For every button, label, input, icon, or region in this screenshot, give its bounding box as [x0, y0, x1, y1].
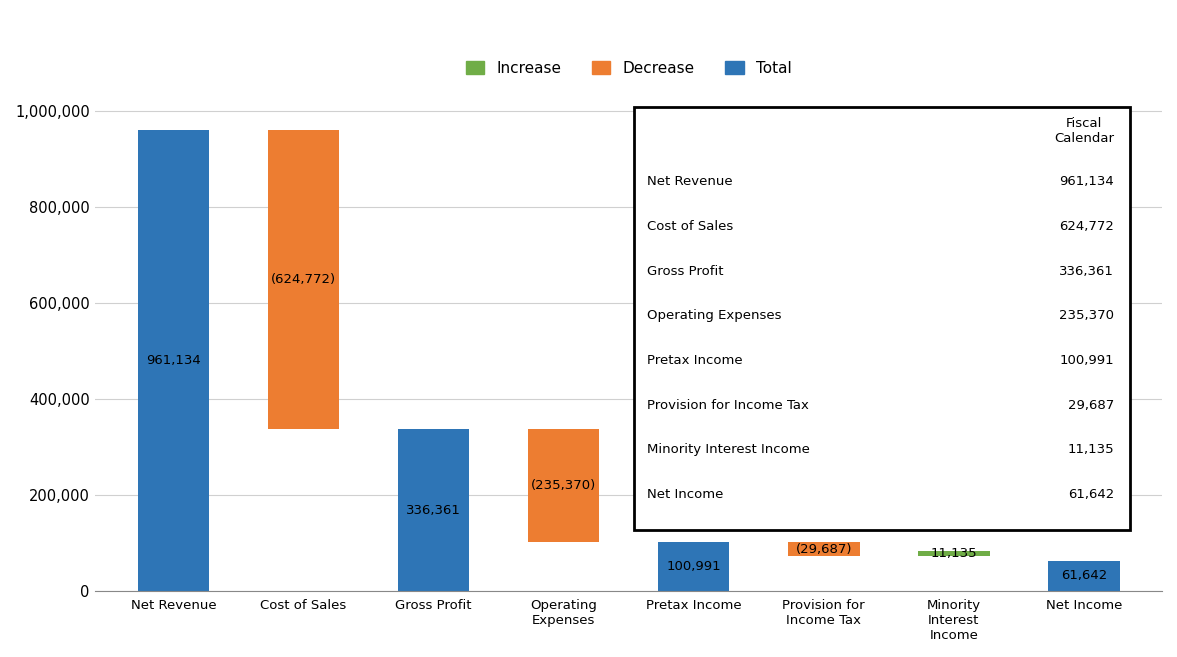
Bar [658, 542, 730, 591]
Text: 961,134: 961,134 [1059, 175, 1113, 189]
FancyBboxPatch shape [634, 107, 1130, 530]
Bar [1049, 561, 1119, 591]
Text: Provision for Income Tax: Provision for Income Tax [647, 399, 809, 412]
Bar [527, 430, 599, 542]
Text: 100,991: 100,991 [666, 560, 722, 573]
Text: Net Revenue: Net Revenue [647, 175, 732, 189]
Text: 624,772: 624,772 [1059, 220, 1113, 233]
Text: Gross Profit: Gross Profit [647, 265, 724, 278]
Text: (235,370): (235,370) [531, 480, 597, 492]
Text: 235,370: 235,370 [1059, 309, 1113, 323]
Text: Net Income: Net Income [647, 488, 723, 501]
Bar [789, 542, 859, 556]
Text: 336,361: 336,361 [1059, 265, 1113, 278]
Text: Operating Expenses: Operating Expenses [647, 309, 782, 323]
Text: 336,361: 336,361 [406, 503, 461, 516]
Text: 61,642: 61,642 [1060, 570, 1108, 582]
Text: Minority Interest Income: Minority Interest Income [647, 443, 810, 457]
Text: 100,991: 100,991 [1059, 354, 1113, 367]
Text: 61,642: 61,642 [1068, 488, 1113, 501]
Text: Fiscal
Calendar: Fiscal Calendar [1053, 118, 1113, 145]
Text: (624,772): (624,772) [271, 273, 335, 286]
Text: 11,135: 11,135 [1068, 443, 1113, 457]
Text: 29,687: 29,687 [1068, 399, 1113, 412]
Text: Cost of Sales: Cost of Sales [647, 220, 733, 233]
Bar [918, 551, 990, 556]
Bar [398, 430, 470, 591]
Text: Pretax Income: Pretax Income [647, 354, 743, 367]
Bar [138, 130, 210, 591]
Text: 11,135: 11,135 [931, 547, 977, 560]
Text: 961,134: 961,134 [146, 353, 201, 367]
Legend: Increase, Decrease, Total: Increase, Decrease, Total [460, 55, 798, 82]
Text: (29,687): (29,687) [796, 543, 852, 556]
Bar [267, 130, 339, 430]
